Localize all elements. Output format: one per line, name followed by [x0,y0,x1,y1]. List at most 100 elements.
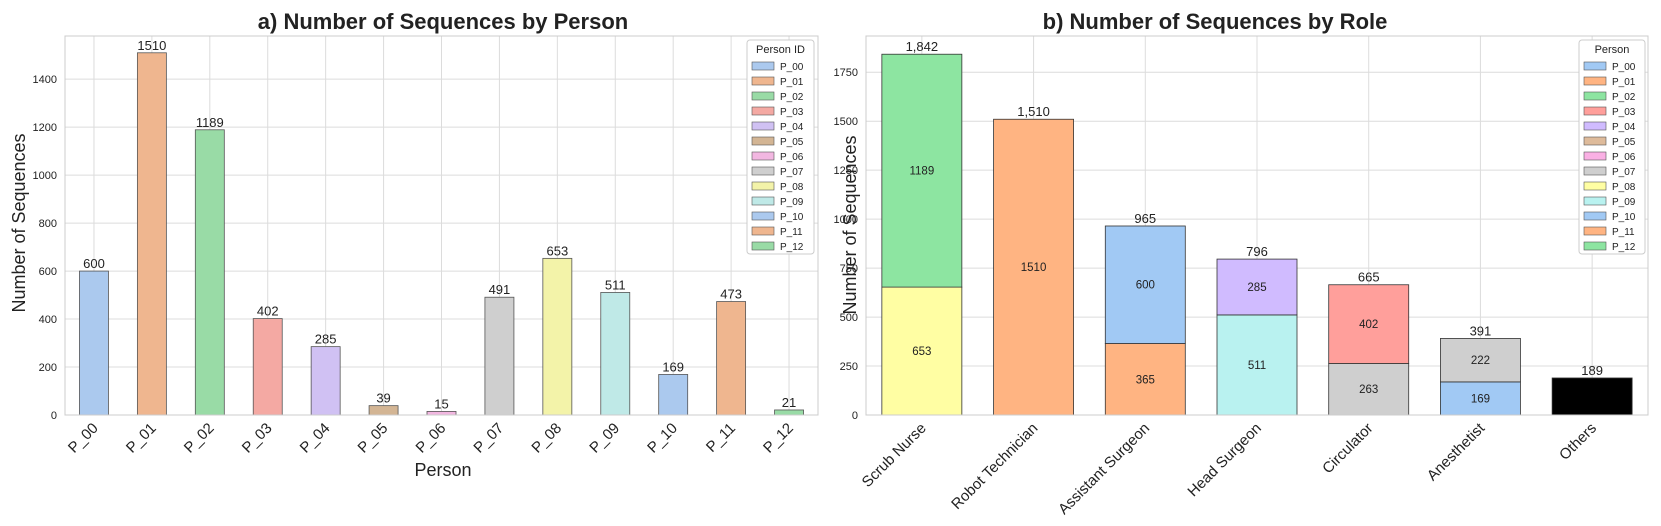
chart-a-bar-value-label: 402 [257,304,279,319]
chart-b-segment-label: 222 [1471,355,1490,367]
chart-a-legend-label: P_04 [780,122,804,133]
chart-b-legend-swatch [1583,211,1607,221]
chart-b-axes-frame [865,35,1649,416]
chart-b-total-label: 1,510 [1017,104,1050,119]
chart-a-legend-swatch [751,211,775,221]
chart-b-legend-label: P_08 [1612,182,1636,193]
chart-a-legend-label: P_00 [780,62,804,73]
chart-a-xtick-label: P_02 [181,420,218,457]
chart-b-ytick-label: 1500 [834,116,858,128]
chart-b-xtick-label: Anesthetist [1424,419,1489,484]
chart-b-legend-label: P_11 [1612,227,1635,238]
chart-a-bar [136,52,167,416]
chart-b-segment-label: 263 [1359,384,1378,396]
chart-b-bar-segment [881,53,963,288]
chart-a-bar-value-label: 1510 [137,38,166,53]
chart-b-legend-label: P_10 [1612,212,1636,223]
chart-b-title: b) Number of Sequences by Role [1043,9,1388,34]
chart-a-legend-label: P_10 [780,212,804,223]
chart-a-xlabel: Person [414,460,471,480]
chart-b-ytick-label: 500 [840,312,858,324]
chart-a-bar-value-label: 473 [720,287,742,302]
chart-a-bar [79,270,109,416]
chart-a-xtick-label: P_04 [297,420,334,457]
chart-b-bar-segment [993,118,1074,416]
chart-a-ytick-label: 400 [39,314,57,326]
chart-a-bar-value-label: 653 [546,243,568,258]
chart-b-legend-label: P_01 [1612,77,1636,88]
chart-b-segment-label: 402 [1359,319,1378,331]
chart-a-title: a) Number of Sequences by Person [258,9,628,34]
chart-b-legend-swatch [1583,106,1607,116]
chart-a-bar [600,292,631,416]
chart-a-axes-frame [64,35,819,416]
chart-b-ytick-label: 1750 [834,67,858,79]
chart-b-legend-swatch [1583,136,1607,146]
chart-a-bar [368,405,399,416]
chart-b-xtick-label: Others [1556,420,1600,464]
chart-a-xtick-label: P_03 [239,420,276,457]
chart-a-ylabel: Number of Sequences [9,133,29,312]
chart-a-legend-swatch [751,181,775,191]
chart-a-legend-swatch [751,121,775,131]
chart-a-bar-value-label: 15 [434,396,448,411]
chart-a-bar [774,409,804,416]
chart-b-legend-swatch [1583,181,1607,191]
chart-a-xtick-label: P_07 [470,420,507,457]
chart-b-segment-label: 365 [1136,374,1155,386]
chart-b-legend-swatch [1583,166,1607,176]
chart-b-segment-label: 653 [912,346,931,358]
chart-a-legend-label: P_09 [780,197,804,208]
chart-b-segment-label: 600 [1136,280,1155,292]
chart-a-bar-value-label: 169 [662,359,684,374]
chart-b-ytick-label: 0 [852,410,858,422]
chart-b-legend-label: P_07 [1612,167,1636,178]
chart-a-bar [252,318,283,416]
chart-a-legend-title: Person ID [756,44,805,56]
chart-b-legend-swatch [1583,196,1607,206]
chart-b-segment-label: 511 [1248,360,1266,372]
chart-a-xtick-label: P_05 [355,420,392,457]
chart-a-legend-label: P_12 [780,242,804,253]
chart-b-legend-label: P_04 [1612,122,1636,133]
chart-b-total-label: 391 [1470,323,1492,338]
chart-b-bar-segment [1328,363,1410,416]
chart-a-bar [716,301,747,416]
chart-a-ytick-label: 1400 [33,74,57,86]
chart-b-legend-title: Person [1595,44,1630,56]
chart-a-legend-swatch [751,196,775,206]
chart-a-bar [542,257,573,416]
chart-b-total-label: 965 [1134,211,1156,226]
chart-b-ytick-label: 1000 [834,214,858,226]
chart-a-xtick-label: P_10 [644,420,681,457]
chart-a-ytick-label: 1200 [33,122,57,134]
chart-b-xtick-label: Circulator [1319,420,1376,477]
chart-a-ytick-label: 200 [39,362,57,374]
chart-b-legend-swatch [1583,241,1607,251]
chart-b-ytick-label: 250 [840,361,858,373]
chart-a-xtick-label: P_01 [123,420,160,457]
chart-b-bar-segment [1551,377,1633,416]
chart-a-xtick-label: P_12 [760,420,797,457]
chart-b-segment-label: 169 [1471,393,1490,405]
chart-a-legend-label: P_07 [780,167,804,178]
chart-b-legend-swatch [1583,76,1607,86]
chart-b-xtick-label: Head Surgeon [1184,420,1264,500]
chart-b-bar-segment [1104,225,1186,344]
chart-b-segment-label: 1189 [909,166,934,178]
chart-b-xtick-label: Assistant Surgeon [1055,420,1153,518]
chart-a-legend-label: P_03 [780,107,804,118]
chart-a-ytick-label: 600 [39,266,57,278]
chart-a-legend-swatch [751,61,775,71]
chart-b-total-label: 665 [1358,270,1380,285]
chart-a-bar [194,129,225,416]
chart-a-legend-label: P_05 [780,137,804,148]
chart-a-bar-value-label: 491 [489,282,511,297]
chart-a-bar-value-label: 21 [782,395,796,410]
chart-a-ytick-label: 1000 [33,170,57,182]
chart-b-legend-label: P_02 [1612,92,1636,103]
chart-a-bar-value-label: 511 [605,277,626,292]
chart-b-bar-segment [1328,284,1410,364]
